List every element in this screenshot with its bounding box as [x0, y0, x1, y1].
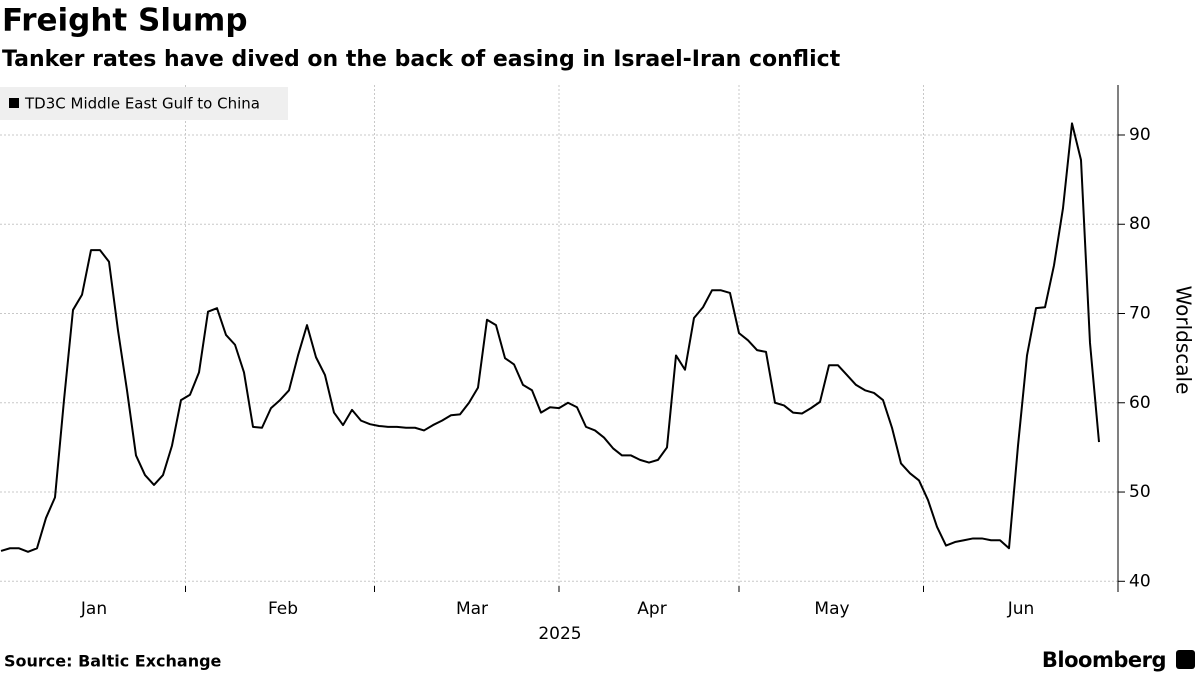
- y-tick-label: 90: [1129, 125, 1151, 145]
- x-tick-label: Mar: [456, 599, 488, 619]
- chart-subtitle: Tanker rates have dived on the back of e…: [2, 47, 841, 72]
- line: [0, 122, 1100, 553]
- y-axis-label: Worldscale: [1172, 286, 1196, 395]
- x-axis-label: 2025: [538, 624, 581, 644]
- x-tick-label: Jan: [80, 599, 107, 619]
- x-tick-label: Jun: [1007, 599, 1035, 619]
- source: Source: Baltic Exchange: [4, 652, 222, 671]
- x-tick-label: Apr: [637, 599, 666, 619]
- chart-title: Freight Slump: [2, 3, 248, 39]
- brand: Bloomberg: [1042, 648, 1166, 672]
- y-tick-label: 50: [1129, 482, 1151, 502]
- y-tick-label: 70: [1129, 304, 1151, 324]
- legend-swatch: [9, 98, 19, 108]
- x-tick-label: Feb: [268, 599, 298, 619]
- y-tick-label: 80: [1129, 214, 1151, 234]
- legend-box: [0, 87, 288, 120]
- legend-label: TD3C Middle East Gulf to China: [24, 95, 260, 113]
- brand-icon: [1176, 650, 1195, 669]
- y-tick-label: 40: [1129, 571, 1151, 591]
- y-tick-label: 60: [1129, 393, 1151, 413]
- x-tick-label: May: [814, 599, 849, 619]
